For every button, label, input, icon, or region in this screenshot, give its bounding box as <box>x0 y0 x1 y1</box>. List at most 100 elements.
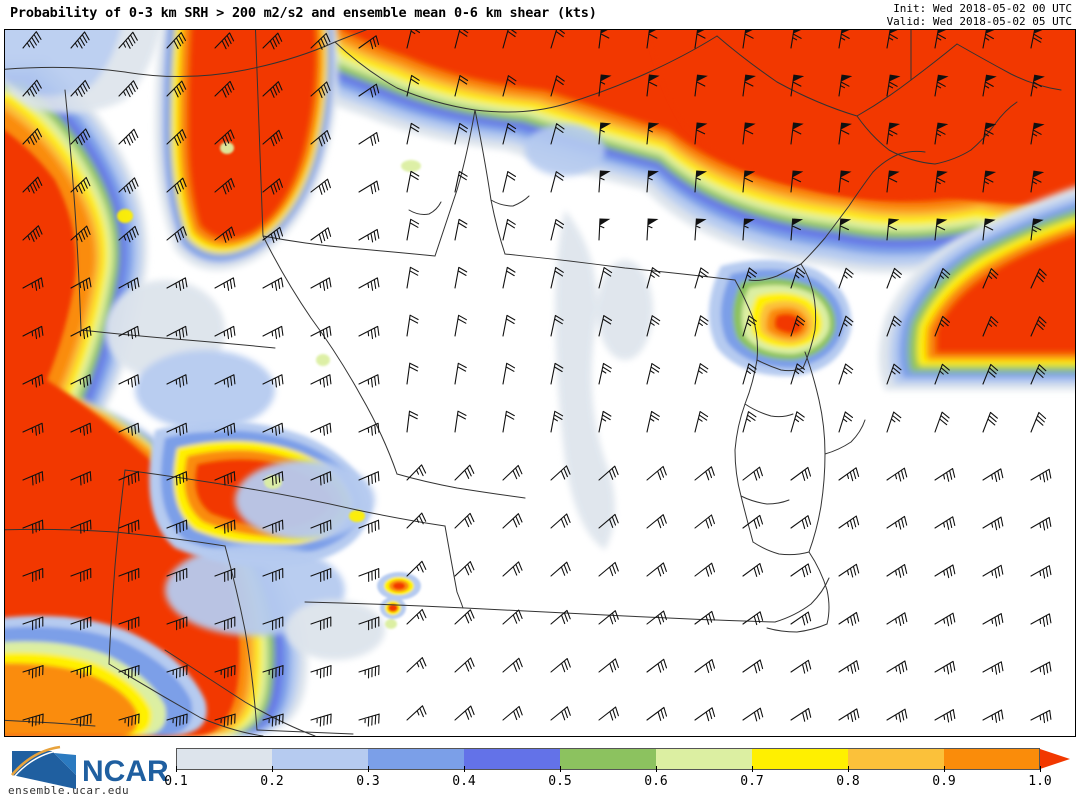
wind-barb <box>310 374 332 388</box>
wind-barb <box>982 564 1004 579</box>
wind-barb <box>166 129 187 146</box>
wind-barb <box>70 471 92 486</box>
wind-barb-layer <box>22 30 1052 727</box>
wind-barb <box>838 708 860 723</box>
wind-barb <box>982 170 997 193</box>
wind-barb <box>118 374 140 388</box>
wind-barb <box>886 122 901 145</box>
wind-barb <box>262 277 284 291</box>
map-panel[interactable] <box>4 29 1076 737</box>
wind-barb <box>454 657 475 673</box>
wind-barb <box>118 177 139 194</box>
ncar-url[interactable]: ensemble.ucar.edu <box>8 784 130 797</box>
wind-barb <box>358 180 380 195</box>
wind-barb <box>166 471 188 486</box>
wind-barb <box>502 314 516 337</box>
wind-barb <box>790 74 805 97</box>
wind-barb <box>694 315 709 337</box>
wind-barb <box>934 709 956 723</box>
colorbar[interactable]: 0.1 0.2 0.3 0.4 0.5 0.6 0.7 0.8 0.9 1.0 <box>164 748 1072 798</box>
header-bar: Probability of 0-3 km SRH > 200 m2/s2 an… <box>0 0 1080 30</box>
wind-barb <box>790 515 812 530</box>
wind-barb <box>598 465 619 481</box>
colorbar-tick-label: 0.9 <box>932 774 956 789</box>
colorbar-tick-label: 0.2 <box>260 774 284 789</box>
wind-barb <box>310 568 332 582</box>
wind-barb <box>982 74 997 97</box>
wind-barb <box>502 609 523 625</box>
wind-barb <box>838 30 850 49</box>
wind-barb <box>358 616 380 631</box>
wind-barb <box>838 660 860 674</box>
wind-barb <box>886 267 902 289</box>
wind-barb <box>790 363 805 385</box>
wind-barb <box>22 519 44 534</box>
wind-barb <box>502 513 523 529</box>
wind-barb <box>1030 364 1047 385</box>
wind-barb <box>934 564 956 579</box>
wind-barb <box>70 325 92 340</box>
wind-barb <box>214 471 236 486</box>
wind-barb <box>166 568 188 582</box>
wind-barb <box>838 611 860 626</box>
wind-barb <box>454 75 469 97</box>
wind-barb <box>550 362 564 385</box>
wind-barb <box>22 374 44 388</box>
wind-barb <box>934 411 950 433</box>
colorbar-tick <box>944 766 945 772</box>
wind-barb <box>934 516 956 530</box>
wind-barb <box>214 277 236 291</box>
wind-barb <box>886 30 898 49</box>
wind-barb <box>70 519 92 534</box>
wind-barb <box>550 561 571 577</box>
wind-barb <box>982 661 1004 675</box>
wind-barb <box>886 218 900 241</box>
wind-barb <box>406 560 427 577</box>
wind-barb <box>406 30 421 49</box>
wind-barb <box>694 218 707 241</box>
wind-barb <box>166 226 187 243</box>
ncar-logo[interactable]: NCAR <box>8 742 168 798</box>
wind-barb <box>406 512 427 529</box>
colorbar-bin <box>848 749 944 769</box>
wind-barb <box>22 225 43 242</box>
wind-barb <box>838 363 854 385</box>
wind-barb <box>502 266 516 289</box>
wind-barb <box>214 519 236 534</box>
wind-barb <box>22 713 44 727</box>
page-title: Probability of 0-3 km SRH > 200 m2/s2 an… <box>10 5 597 21</box>
wind-barb <box>310 713 332 727</box>
wind-barb <box>550 314 564 337</box>
wind-barb <box>310 665 332 679</box>
wind-barb <box>886 515 908 530</box>
wind-barb <box>934 660 956 675</box>
wind-barb <box>454 218 468 241</box>
wind-barb <box>214 177 235 195</box>
wind-barb <box>982 411 998 433</box>
wind-barb <box>454 170 468 193</box>
wind-barb <box>1030 316 1047 337</box>
wind-barb <box>502 75 517 97</box>
wind-barb <box>646 658 668 673</box>
colorbar-tick <box>848 766 849 772</box>
wind-barb <box>406 218 420 241</box>
wind-barb <box>886 564 908 578</box>
wind-barb <box>118 713 140 727</box>
wind-barb <box>166 325 188 340</box>
wind-barb <box>694 466 715 481</box>
wind-barb <box>694 363 709 385</box>
wind-barb <box>550 123 565 145</box>
wind-barb <box>70 31 90 49</box>
wind-barb <box>550 513 571 529</box>
wind-barb <box>502 30 517 49</box>
wind-barb <box>214 422 236 436</box>
wind-barb <box>886 363 902 385</box>
wind-barb <box>454 609 475 625</box>
wind-barb <box>982 468 1004 483</box>
wind-barb <box>166 616 188 631</box>
colorbar-bin <box>464 749 560 769</box>
wind-barb <box>262 32 283 50</box>
wind-barb <box>838 122 852 145</box>
wind-barb <box>166 177 187 195</box>
colorbar-tick-label: 0.6 <box>644 774 668 789</box>
